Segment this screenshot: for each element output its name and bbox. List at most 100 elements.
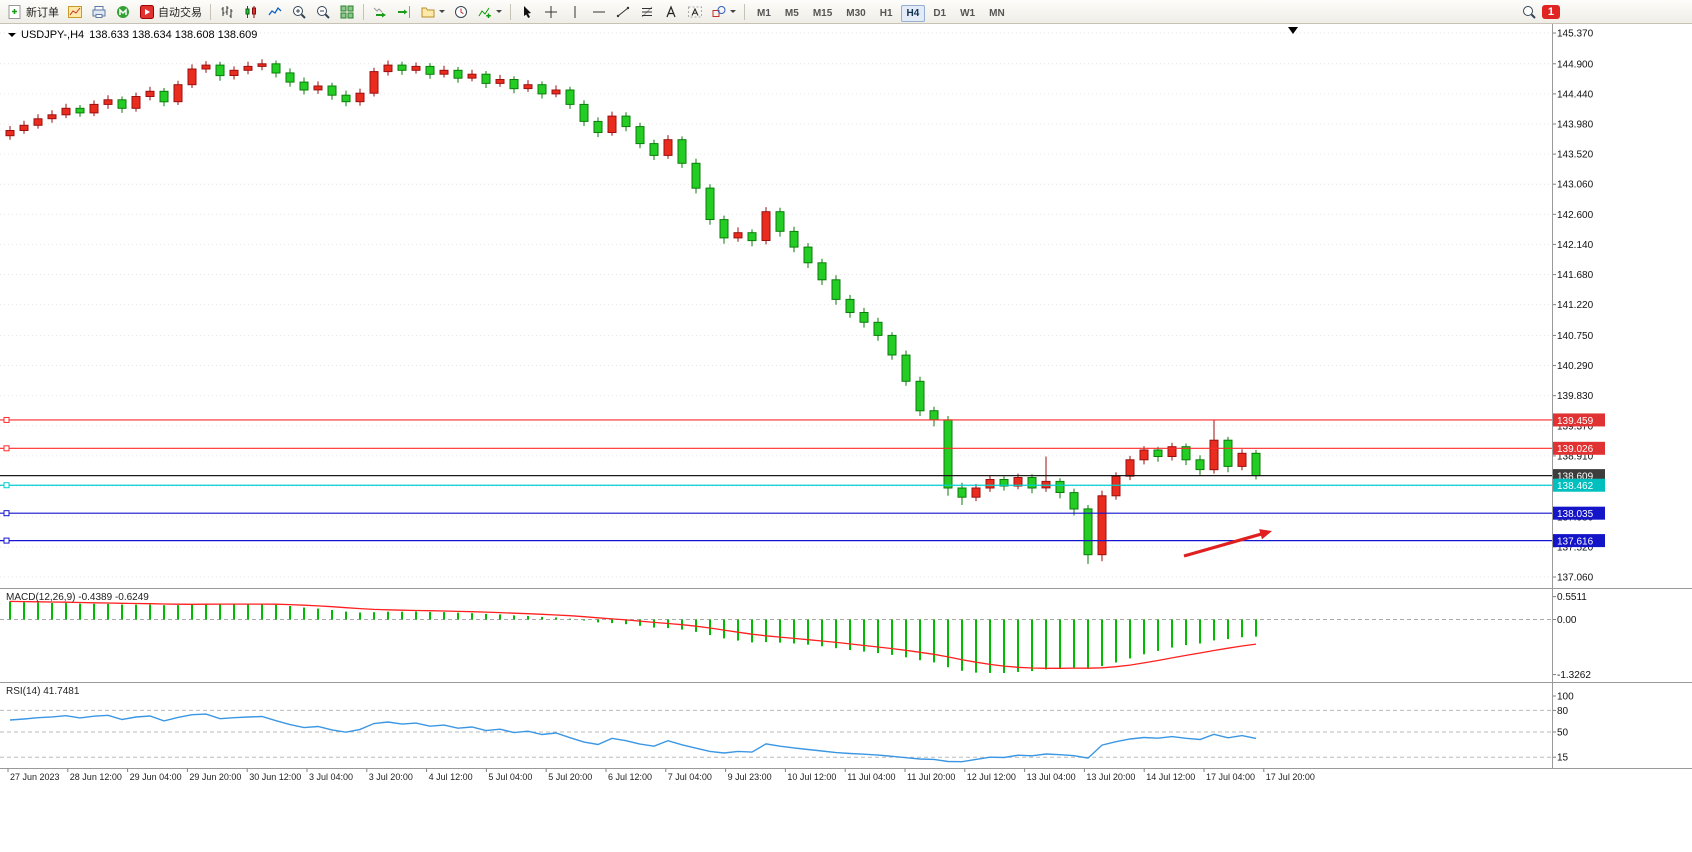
fibonacci-tool-button[interactable] (636, 2, 658, 22)
time-axis-label: 4 Jul 12:00 (429, 772, 473, 782)
one-click-arrow-icon[interactable] (8, 33, 16, 41)
timeframe-h1[interactable]: H1 (879, 7, 893, 19)
candle (425, 65, 435, 75)
candle (1055, 480, 1065, 493)
price-label-text: 137.616 (1557, 536, 1594, 547)
mql5-community-icon (117, 5, 129, 18)
price-tick-label: 138.910 (1557, 451, 1594, 462)
time-axis-label: 30 Jun 12:00 (249, 772, 301, 782)
candle (1181, 446, 1191, 461)
price-tick-label: 143.520 (1557, 150, 1594, 161)
period-clock-button[interactable] (450, 2, 472, 22)
candle (537, 84, 547, 95)
candlestick-chart-button[interactable] (240, 2, 262, 22)
timeframe-mn[interactable]: MN (989, 7, 1005, 19)
notification-badge[interactable]: 1 (1541, 4, 1560, 19)
tile-windows-icon (340, 5, 354, 18)
time-axis-label: 28 Jun 12:00 (70, 772, 122, 782)
candle (621, 115, 631, 128)
timeframe-m5[interactable]: M5 (784, 7, 799, 19)
cursor-tool-button[interactable] (516, 2, 538, 22)
rsi-scale-label: 80 (1557, 706, 1569, 717)
text-label-tool-button[interactable] (684, 2, 706, 22)
time-axis-label: 12 Jul 12:00 (967, 772, 1016, 782)
timeframe-m15[interactable]: M15 (812, 7, 833, 19)
price-label-box (1553, 441, 1605, 455)
candle (397, 64, 407, 71)
auto-trading-button[interactable]: 自动交易 (136, 2, 205, 22)
fibonacci-icon (641, 6, 653, 17)
macd-scale-label: 0.00 (1557, 615, 1577, 626)
search-button[interactable] (1518, 2, 1540, 22)
chart-shift-marker[interactable] (1288, 27, 1298, 34)
timeframe-w1[interactable]: W1 (960, 7, 976, 19)
candle (215, 64, 225, 77)
candle (453, 69, 463, 79)
trendline-tool-button[interactable] (612, 2, 634, 22)
bar-chart-icon (221, 5, 233, 18)
price-label-box (1553, 413, 1605, 427)
price-label-box (1553, 506, 1605, 520)
crosshair-tool-button[interactable] (540, 2, 562, 22)
timeframe-h4[interactable]: H4 (900, 4, 926, 22)
shapes-button[interactable] (708, 2, 739, 22)
price-tick-label: 144.440 (1557, 89, 1594, 100)
candle (691, 162, 701, 189)
text-tool-button[interactable] (660, 2, 682, 22)
candle (733, 232, 743, 239)
text-icon (666, 4, 676, 17)
candle (1125, 459, 1135, 477)
line-handle[interactable] (3, 510, 10, 517)
candle (663, 139, 673, 156)
line-handle[interactable] (3, 482, 10, 489)
zoom-out-button[interactable] (312, 2, 334, 22)
candle (523, 84, 533, 90)
line-chart-button[interactable] (264, 2, 286, 22)
price-tick-label: 143.060 (1557, 180, 1594, 191)
print-button[interactable] (88, 2, 110, 22)
macd-name: MACD(12,26,9) (6, 592, 76, 603)
candle (257, 63, 267, 67)
vertical-line-tool-button[interactable] (564, 2, 586, 22)
zoom-in-button[interactable] (288, 2, 310, 22)
chart-symbol-header[interactable]: USDJPY-,H4 138.633 138.634 138.608 138.6… (8, 29, 257, 41)
rsi-scale-label: 50 (1557, 728, 1569, 739)
candle (411, 65, 421, 71)
candle (145, 90, 155, 98)
price-tick-label: 140.290 (1557, 361, 1594, 372)
chart-shift-button[interactable] (393, 2, 415, 22)
auto-scroll-button[interactable] (369, 2, 391, 22)
candle (761, 211, 771, 241)
timeframe-m30[interactable]: M30 (846, 7, 866, 19)
indicators-button[interactable] (474, 2, 505, 22)
candle (327, 85, 337, 96)
chevron-down-icon (496, 10, 502, 16)
timeframe-m1[interactable]: M1 (757, 7, 771, 19)
bar-chart-button[interactable] (216, 2, 238, 22)
timeframe-d1[interactable]: D1 (933, 7, 947, 19)
community-button[interactable] (112, 2, 134, 22)
price-label-box (1553, 534, 1605, 548)
new-order-button[interactable]: 新订单 (4, 2, 62, 22)
horizontal-line-tool-button[interactable] (588, 2, 610, 22)
rsi-scale-label: 15 (1557, 753, 1569, 764)
trend-arrow[interactable] (1183, 531, 1265, 558)
candle (929, 410, 939, 421)
time-axis-label: 29 Jun 20:00 (189, 772, 241, 782)
chart-window-button[interactable] (64, 2, 86, 22)
candle (285, 72, 295, 83)
tile-windows-button[interactable] (336, 2, 358, 22)
time-axis-label: 29 Jun 04:00 (130, 772, 182, 782)
line-handle[interactable] (3, 445, 10, 452)
line-handle[interactable] (3, 416, 10, 423)
text-label-icon (688, 6, 702, 17)
candle (719, 219, 729, 239)
candle (1027, 477, 1037, 489)
crosshair-icon (545, 5, 557, 18)
candle (1223, 439, 1233, 467)
candle (229, 69, 239, 77)
profiles-button[interactable] (417, 2, 448, 22)
line-handle[interactable] (3, 537, 10, 544)
price-tick-label: 141.220 (1557, 300, 1594, 311)
